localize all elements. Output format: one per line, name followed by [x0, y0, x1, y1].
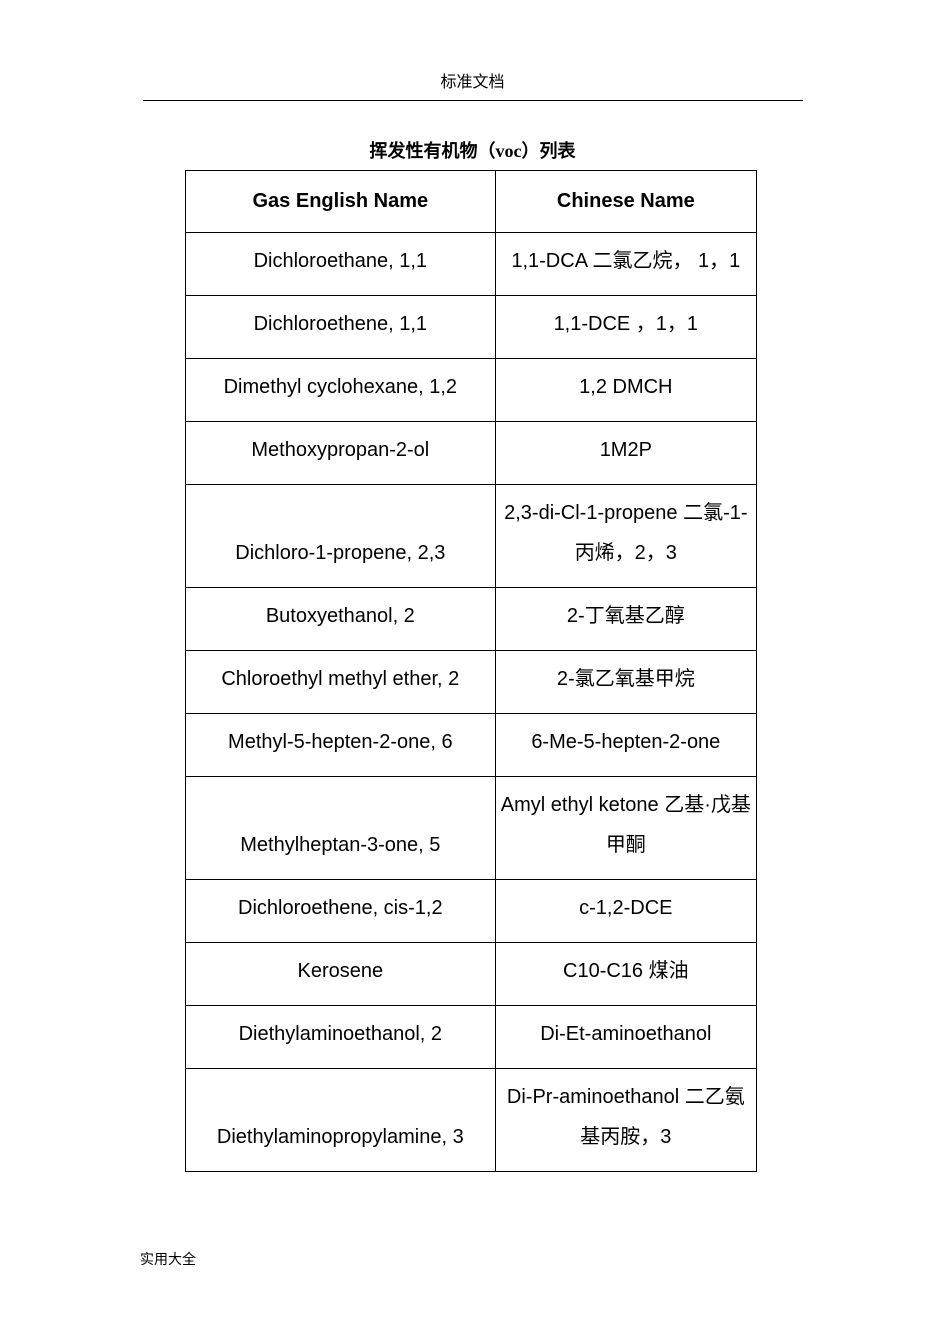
- cell-english: Methylheptan-3-one, 5: [186, 777, 496, 880]
- doc-header-rule: [143, 100, 803, 101]
- cell-english: Chloroethyl methyl ether, 2: [186, 651, 496, 714]
- table-row: Methoxypropan-2-ol 1M2P: [186, 422, 757, 485]
- cell-english: Dichloroethane, 1,1: [186, 233, 496, 296]
- cell-chinese: C10-C16 煤油: [495, 943, 756, 1006]
- doc-footer: 实用大全: [140, 1249, 196, 1269]
- cell-chinese: 2,3-di-Cl-1-propene 二氯-1-丙烯，2，3: [495, 485, 756, 588]
- table-row: Diethylaminoethanol, 2 Di-Et-aminoethano…: [186, 1006, 757, 1069]
- cell-english: Butoxyethanol, 2: [186, 588, 496, 651]
- doc-header: 标准文档: [0, 68, 945, 101]
- table-row: Dichloroethane, 1,1 1,1-DCA 二氯乙烷， 1，1: [186, 233, 757, 296]
- table-row: Methyl-5-hepten-2-one, 6 6-Me-5-hepten-2…: [186, 714, 757, 777]
- table-row: Methylheptan-3-one, 5 Amyl ethyl ketone …: [186, 777, 757, 880]
- cell-chinese: 1,1-DCA 二氯乙烷， 1，1: [495, 233, 756, 296]
- cell-english: Diethylaminoethanol, 2: [186, 1006, 496, 1069]
- col-header-english: Gas English Name: [186, 171, 496, 233]
- table-row: Chloroethyl methyl ether, 2 2-氯乙氧基甲烷: [186, 651, 757, 714]
- cell-chinese: Di-Pr-aminoethanol 二乙氨基丙胺，3: [495, 1069, 756, 1172]
- table-row: Dimethyl cyclohexane, 1,2 1,2 DMCH: [186, 359, 757, 422]
- cell-english: Dichloro-1-propene, 2,3: [186, 485, 496, 588]
- table-row: Dichloro-1-propene, 2,3 2,3-di-Cl-1-prop…: [186, 485, 757, 588]
- cell-english: Methyl-5-hepten-2-one, 6: [186, 714, 496, 777]
- table-header-row: Gas English Name Chinese Name: [186, 171, 757, 233]
- cell-english: Diethylaminopropylamine, 3: [186, 1069, 496, 1172]
- cell-english: Dichloroethene, cis-1,2: [186, 880, 496, 943]
- table-row: Diethylaminopropylamine, 3 Di-Pr-aminoet…: [186, 1069, 757, 1172]
- table-row: Dichloroethene, cis-1,2 c-1,2-DCE: [186, 880, 757, 943]
- col-header-chinese: Chinese Name: [495, 171, 756, 233]
- cell-chinese: 2-丁氧基乙醇: [495, 588, 756, 651]
- cell-chinese: Di-Et-aminoethanol: [495, 1006, 756, 1069]
- cell-chinese: Amyl ethyl ketone 乙基·戊基甲酮: [495, 777, 756, 880]
- cell-english: Dimethyl cyclohexane, 1,2: [186, 359, 496, 422]
- table-row: Kerosene C10-C16 煤油: [186, 943, 757, 1006]
- table-row: Dichloroethene, 1,1 1,1-DCE ，1，1: [186, 296, 757, 359]
- cell-chinese: 1M2P: [495, 422, 756, 485]
- cell-chinese: 1,2 DMCH: [495, 359, 756, 422]
- cell-chinese: 6-Me-5-hepten-2-one: [495, 714, 756, 777]
- doc-header-text: 标准文档: [440, 74, 504, 91]
- cell-chinese: 2-氯乙氧基甲烷: [495, 651, 756, 714]
- voc-table: Gas English Name Chinese Name Dichloroet…: [185, 170, 757, 1172]
- cell-chinese: c-1,2-DCE: [495, 880, 756, 943]
- table-row: Butoxyethanol, 2 2-丁氧基乙醇: [186, 588, 757, 651]
- page-title: 挥发性有机物（voc）列表: [0, 137, 945, 163]
- cell-english: Methoxypropan-2-ol: [186, 422, 496, 485]
- cell-english: Kerosene: [186, 943, 496, 1006]
- cell-chinese: 1,1-DCE ，1，1: [495, 296, 756, 359]
- cell-english: Dichloroethene, 1,1: [186, 296, 496, 359]
